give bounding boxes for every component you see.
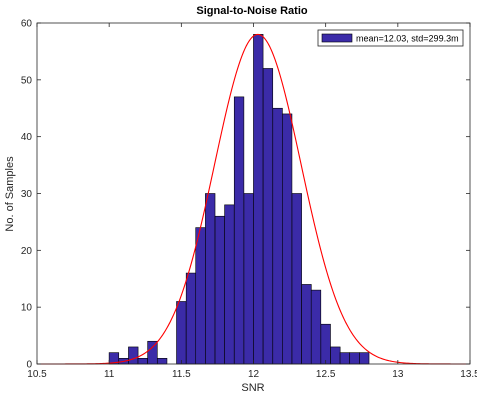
histogram-bar <box>147 340 158 365</box>
x-axis-label: SNR <box>241 382 264 394</box>
legend: mean=12.03, std=299.3m <box>317 29 464 47</box>
histogram-bar <box>157 358 168 365</box>
histogram-bar <box>253 34 264 365</box>
histogram-bar <box>224 204 235 365</box>
histogram-bar <box>262 68 274 365</box>
y-axis-label: No. of Samples <box>4 156 16 232</box>
y-tick-label: 40 <box>21 132 33 143</box>
y-tick-label: 60 <box>21 19 33 30</box>
histogram-bar <box>233 96 245 365</box>
y-axis-ticks: 0 10 20 30 40 50 60 <box>21 19 470 371</box>
x-tick-label: 10.5 <box>27 369 47 380</box>
histogram-bar <box>205 193 216 365</box>
x-tick-label: 13 <box>392 369 404 380</box>
histogram-bar <box>128 346 139 365</box>
x-tick-label: 12.5 <box>316 369 336 380</box>
histogram-bar <box>291 193 302 365</box>
histogram-bar <box>349 352 360 365</box>
histogram-bar <box>339 352 350 365</box>
histogram-bar <box>176 301 187 365</box>
histogram-bar <box>243 193 254 365</box>
histogram-bar <box>272 107 283 365</box>
chart-title: Signal-to-Noise Ratio <box>196 5 308 17</box>
bars-group <box>108 34 370 365</box>
x-tick-label: 12 <box>248 369 260 380</box>
y-tick-label: 0 <box>26 360 32 371</box>
x-tick-label: 11 <box>104 369 115 380</box>
histogram-bar <box>310 289 322 365</box>
histogram-bar <box>137 358 148 365</box>
x-tick-label: 11.5 <box>172 369 191 380</box>
histogram-bar <box>185 272 197 365</box>
histogram-bar <box>301 284 312 365</box>
histogram-bar <box>320 323 331 365</box>
histogram-bar <box>195 227 206 365</box>
legend-box <box>317 29 464 47</box>
histogram-bar <box>359 352 370 365</box>
histogram-bar <box>282 113 293 365</box>
y-tick-label: 50 <box>21 75 33 86</box>
histogram-bar <box>330 346 341 365</box>
x-tick-label: 13.5 <box>460 369 477 380</box>
y-tick-label: 30 <box>21 189 33 200</box>
histogram-bar <box>214 215 225 365</box>
y-tick-label: 20 <box>21 246 33 257</box>
legend-swatch <box>321 33 353 43</box>
x-axis-ticks: 10.5 11 11.5 12 12.5 13 13.5 <box>27 23 477 380</box>
legend-label: mean=12.03, std=299.3m <box>356 34 459 44</box>
y-tick-label: 10 <box>21 303 33 314</box>
